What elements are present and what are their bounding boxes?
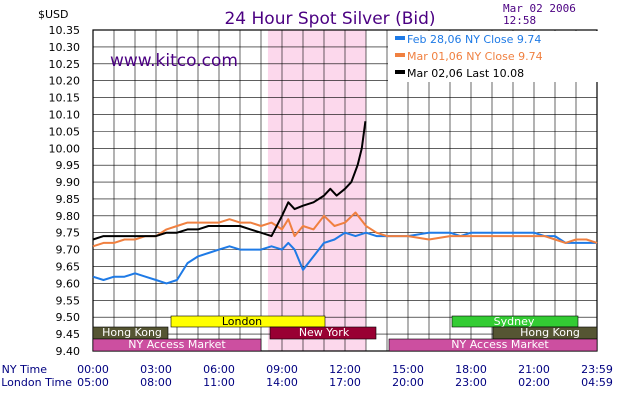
london-time-tick: 08:00	[140, 376, 172, 389]
ny-time-tick: 09:00	[266, 363, 298, 376]
ny-time-row-label: NY Time	[2, 363, 48, 376]
london-time-tick: 14:00	[266, 376, 298, 389]
chart-time: 12:58	[503, 14, 536, 27]
london-time-tick: 17:00	[329, 376, 361, 389]
london-time-tick: 02:00	[518, 376, 550, 389]
london-time-tick: 20:00	[392, 376, 424, 389]
london-time-tick: 04:59	[581, 376, 613, 389]
y-tick-label: 9.45	[56, 328, 81, 341]
ny-time-tick: 06:00	[203, 363, 235, 376]
market-label-sydney: Sydney	[494, 315, 535, 328]
london-time-tick: 11:00	[203, 376, 235, 389]
y-tick-labels: 10.35 10.30 10.25 10.20 10.15 10.10 10.05 10.00…	[49, 24, 81, 358]
london-time-tick: 05:00	[77, 376, 109, 389]
market-label-hong-kong-evening: Hong Kong	[520, 326, 580, 339]
y-tick-label: 9.55	[56, 294, 81, 307]
market-label-new-york: New York	[299, 326, 350, 339]
legend-background	[388, 31, 602, 82]
y-tick-label: 9.70	[56, 244, 81, 257]
ny-time-tick: 00:00	[77, 363, 109, 376]
legend-swatch-mar01	[395, 53, 405, 57]
y-tick-label: 10.20	[49, 75, 81, 88]
legend-swatch-mar02	[395, 70, 405, 74]
plot-frame	[92, 29, 598, 352]
ny-time-tick: 03:00	[140, 363, 172, 376]
market-label-ny-access-1: NY Access Market	[128, 338, 226, 351]
y-tick-label: 9.40	[56, 345, 81, 358]
y-tick-label: 10.00	[49, 142, 81, 155]
ny-time-tick: 15:00	[392, 363, 424, 376]
legend: Feb 28,06 NY Close 9.74 Mar 01,06 NY Clo…	[388, 31, 602, 82]
london-time-row-label: London Time	[1, 376, 72, 389]
market-bar-london	[170, 315, 326, 328]
y-tick-label: 10.30	[49, 41, 81, 54]
y-tick-label: 10.05	[49, 125, 81, 138]
market-bar-new-york	[269, 326, 377, 340]
ny-session-highlight	[267, 30, 366, 351]
market-label-ny-access-2: NY Access Market	[451, 338, 549, 351]
y-tick-label: 9.75	[56, 227, 81, 240]
legend-swatch-feb28	[395, 36, 405, 40]
highlight-band-group	[267, 30, 366, 351]
y-tick-label: 10.25	[49, 58, 81, 71]
market-bar-ny-access-1	[92, 338, 262, 352]
website-label: www.kitco.com	[110, 51, 238, 71]
ny-time-tick: 21:00	[518, 363, 550, 376]
ny-time-tick: 23:59	[581, 363, 613, 376]
chart-title: 24 Hour Spot Silver (Bid)	[224, 9, 435, 29]
y-tick-label: 10.35	[49, 24, 81, 37]
x-tick-labels: 00:00 03:00 06:00 09:00 12:00 15:00 18:00 21:00…	[77, 363, 613, 389]
legend-item-feb28: Feb 28,06 NY Close 9.74	[407, 33, 541, 46]
y-tick-label: 9.90	[56, 176, 81, 189]
legend-item-mar01: Mar 01,06 NY Close 9.74	[407, 50, 543, 63]
market-label-hong-kong-morning: Hong Kong	[102, 326, 162, 339]
y-tick-label: 9.80	[56, 210, 81, 223]
y-tick-label: 10.15	[49, 92, 81, 105]
series-line-0	[92, 231, 597, 285]
chart-date: Mar 02 2006	[503, 2, 576, 15]
market-sessions: London Sydney Hong Kong New York Hong Ko…	[92, 315, 598, 352]
y-tick-label: 9.95	[56, 159, 81, 172]
y-tick-label: 9.50	[56, 311, 81, 324]
market-bar-ny-access-2	[388, 338, 598, 352]
series-line-1	[92, 211, 598, 248]
london-time-tick: 23:00	[455, 376, 487, 389]
y-unit-label: $USD	[38, 8, 69, 21]
y-tick-label: 9.60	[56, 277, 81, 290]
series-lines	[92, 121, 598, 285]
grid-group	[92, 29, 598, 352]
series-line-2	[92, 121, 367, 241]
y-tick-label: 9.65	[56, 261, 81, 274]
y-tick-label: 9.85	[56, 193, 81, 206]
legend-item-mar02: Mar 02,06 Last 10.08	[407, 67, 524, 80]
ny-time-tick: 12:00	[329, 363, 361, 376]
ny-time-tick: 18:00	[455, 363, 487, 376]
market-label-london: London	[222, 315, 262, 328]
y-tick-label: 10.10	[49, 108, 81, 121]
